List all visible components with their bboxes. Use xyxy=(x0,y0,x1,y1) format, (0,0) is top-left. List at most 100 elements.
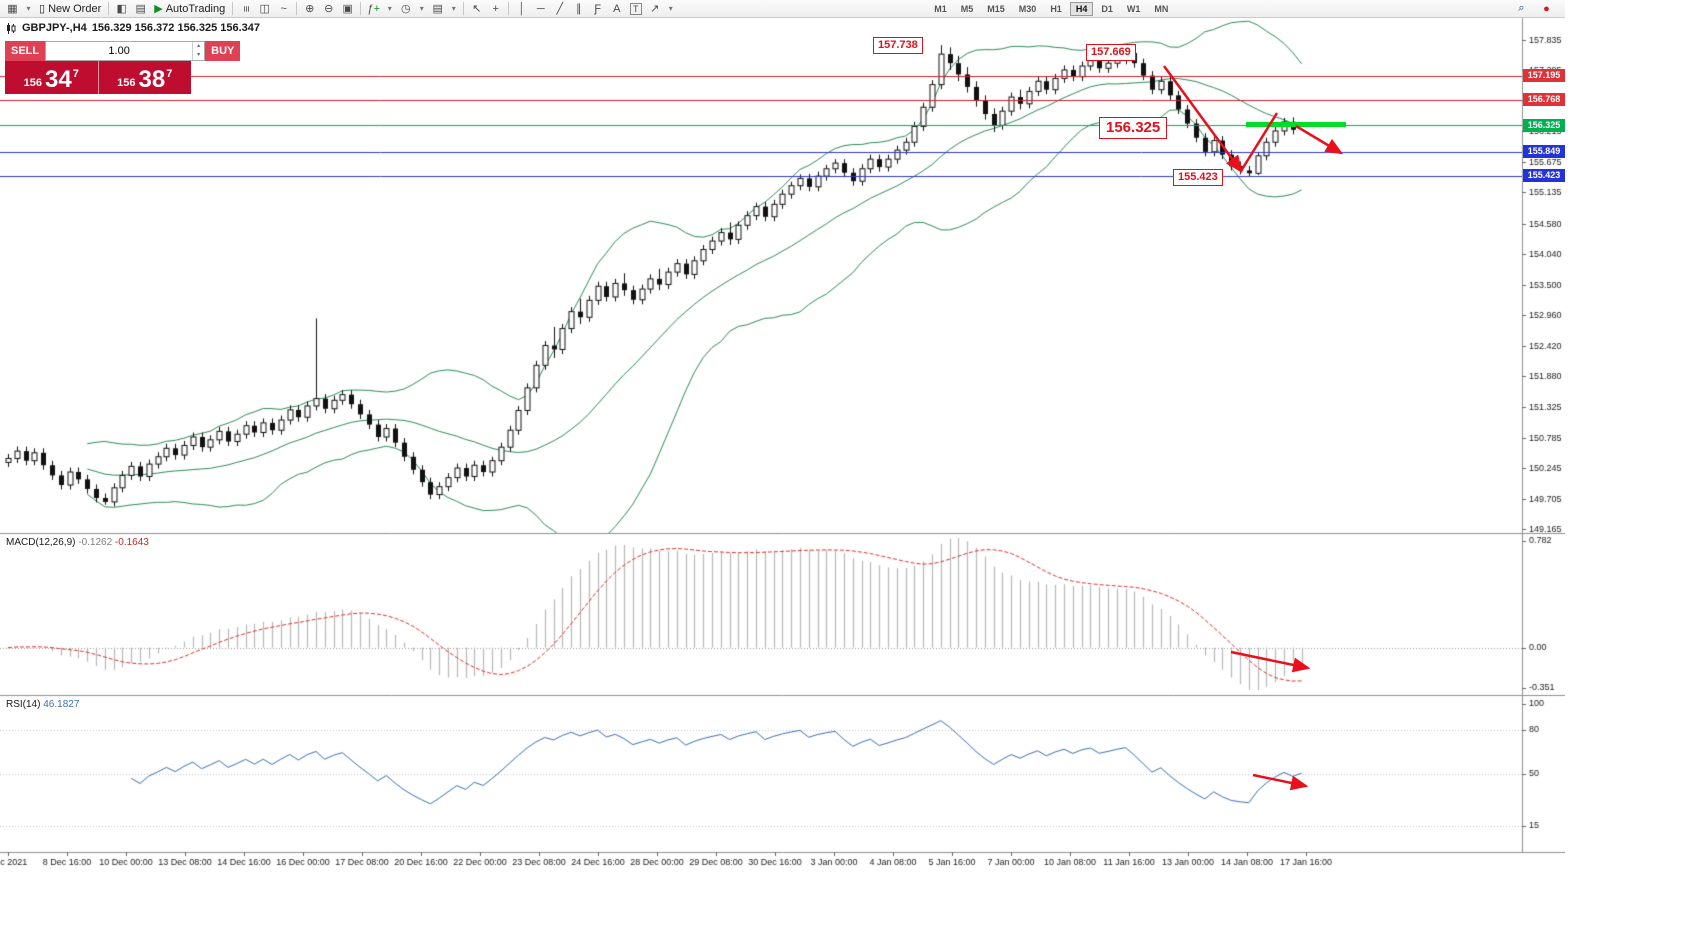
arrows-dropdown[interactable]: ▾ xyxy=(664,1,677,16)
trendline-button[interactable]: ╱ xyxy=(550,1,569,16)
new-order-button[interactable]: ▯ New Order xyxy=(35,1,105,16)
chevron-down-icon: ▾ xyxy=(419,4,424,13)
indicators-dropdown[interactable]: ▾ xyxy=(383,1,396,16)
periods-dropdown[interactable]: ▾ xyxy=(415,1,428,16)
arrow-tool-icon: ↗ xyxy=(650,3,660,15)
rsi-indicator-label: RSI(14) 46.1827 xyxy=(6,699,79,710)
tf-h4-button[interactable]: H4 xyxy=(1069,1,1094,16)
trendline-icon: ╱ xyxy=(556,3,564,15)
tf-d1-button[interactable]: D1 xyxy=(1101,3,1113,14)
channel-icon: ∥ xyxy=(576,3,582,15)
search-icon: ⌕ xyxy=(1518,2,1525,14)
macd-indicator-label: MACD(12,26,9) -0.1262 -0.1643 xyxy=(6,537,149,548)
ask-pips: 38 xyxy=(138,66,166,94)
toolbar-separator xyxy=(108,2,110,15)
ask-price[interactable]: 156 38 7 xyxy=(99,61,192,94)
candlestick-chart-icon: ◫ xyxy=(259,3,270,15)
tf-w1-button[interactable]: W1 xyxy=(1126,3,1141,14)
chevron-down-icon: ▾ xyxy=(387,4,392,13)
metaeditor-button[interactable]: ◧ xyxy=(112,1,131,16)
bid-prefix: 156 xyxy=(23,77,43,89)
autotrading-label: AutoTrading xyxy=(165,2,226,15)
tf-mn-button[interactable]: MN xyxy=(1154,3,1169,14)
zoom-in-button[interactable]: ⊕ xyxy=(300,1,319,16)
crosshair-icon: + xyxy=(492,2,499,15)
horizontal-line-icon: ─ xyxy=(536,2,545,15)
ask-point: 7 xyxy=(166,68,173,80)
toolbar-separator xyxy=(463,2,465,15)
toolbar-right-group: ⌕ ● xyxy=(1512,1,1556,16)
volume-increase-button[interactable]: ▴ xyxy=(197,43,201,49)
zoom-in-icon: ⊕ xyxy=(305,3,315,15)
bar-chart-button[interactable]: ≡ xyxy=(236,1,255,16)
buy-button[interactable]: BUY xyxy=(205,41,241,61)
sell-button[interactable]: SELL xyxy=(5,41,46,61)
text-label-button[interactable]: T xyxy=(626,1,645,16)
indicators-icon: ƒ xyxy=(367,2,374,15)
macd-signal-value: -0.1643 xyxy=(114,537,149,548)
vertical-line-icon: │ xyxy=(518,2,526,15)
chevron-down-icon: ▾ xyxy=(26,4,31,13)
macd-name: MACD(12,26,9) xyxy=(6,537,76,548)
fibonacci-button[interactable]: Ƒ xyxy=(588,1,607,16)
tile-windows-icon: ▣ xyxy=(342,3,353,15)
zoom-out-icon: ⊖ xyxy=(324,3,334,15)
channel-button[interactable]: ∥ xyxy=(569,1,588,16)
new-chart-dropdown[interactable]: ▾ xyxy=(22,1,35,16)
layouts-button[interactable]: ▤ xyxy=(131,1,150,16)
notification-icon: ● xyxy=(1543,2,1550,15)
tf-m30-button[interactable]: M30 xyxy=(1018,3,1037,14)
rsi-name: RSI(14) xyxy=(6,699,41,710)
line-chart-icon: ~ xyxy=(280,2,287,15)
vertical-line-button[interactable]: │ xyxy=(512,1,531,16)
chart-symbol-icon xyxy=(7,22,16,34)
volume-decrease-button[interactable]: ▾ xyxy=(197,52,201,58)
crosshair-button[interactable]: + xyxy=(486,1,505,16)
new-chart-button[interactable]: ▦ xyxy=(3,1,22,16)
toolbar-separator xyxy=(508,2,510,15)
chevron-down-icon: ▾ xyxy=(451,4,456,13)
periods-button[interactable]: ◷ xyxy=(396,1,415,16)
autotrading-button[interactable]: ▶ AutoTrading xyxy=(150,1,229,16)
templates-button[interactable]: ▤ xyxy=(428,1,447,16)
symbol-title: GBPJPY-,H4 xyxy=(22,22,87,34)
notifications-button[interactable]: ● xyxy=(1537,1,1556,16)
tf-h1-button[interactable]: H1 xyxy=(1050,3,1062,14)
volume-field: ▴ ▾ xyxy=(45,41,206,61)
indicators-button[interactable]: ƒ + xyxy=(364,1,383,16)
tile-windows-button[interactable]: ▣ xyxy=(338,1,357,16)
arrows-button[interactable]: ↗ xyxy=(645,1,664,16)
toolbar: ▦ ▾ ▯ New Order ◧ ▤ ▶ AutoTrading ≡ ◫ ~ … xyxy=(0,0,1565,18)
search-button[interactable]: ⌕ xyxy=(1512,1,1531,16)
templates-icon: ▤ xyxy=(432,3,443,15)
new-order-label: New Order xyxy=(48,2,102,15)
chart-canvas[interactable] xyxy=(0,0,1565,880)
new-order-icon: ▯ xyxy=(39,3,46,15)
symbol-quote: 156.329 156.372 156.325 156.347 xyxy=(91,22,261,34)
templates-dropdown[interactable]: ▾ xyxy=(447,1,460,16)
tf-m15-button[interactable]: M15 xyxy=(987,3,1005,14)
zoom-out-button[interactable]: ⊖ xyxy=(319,1,338,16)
bid-pips: 34 xyxy=(45,66,72,94)
new-chart-icon: ▦ xyxy=(7,3,18,15)
cursor-button[interactable]: ↖ xyxy=(467,1,486,16)
layouts-icon: ▤ xyxy=(135,3,146,15)
rsi-value: 46.1827 xyxy=(43,699,80,710)
toolbar-separator xyxy=(296,2,298,15)
volume-input[interactable] xyxy=(46,42,193,60)
bid-point: 7 xyxy=(72,68,79,80)
tf-m5-button[interactable]: M5 xyxy=(960,3,974,14)
candlestick-chart-button[interactable]: ◫ xyxy=(255,1,274,16)
autotrading-play-icon: ▶ xyxy=(154,3,163,15)
metaeditor-icon: ◧ xyxy=(116,3,127,15)
volume-spinner: ▴ ▾ xyxy=(192,42,204,60)
text-button[interactable]: A xyxy=(607,1,626,16)
macd-main-value: -0.1262 xyxy=(78,537,113,548)
trade-panel-prices: 156 34 7 156 38 7 xyxy=(5,61,191,94)
bid-price[interactable]: 156 34 7 xyxy=(5,61,99,94)
line-chart-button[interactable]: ~ xyxy=(274,1,293,16)
tf-m1-button[interactable]: M1 xyxy=(934,3,947,14)
fibonacci-icon: Ƒ xyxy=(594,2,602,15)
horizontal-line-button[interactable]: ─ xyxy=(531,1,550,16)
